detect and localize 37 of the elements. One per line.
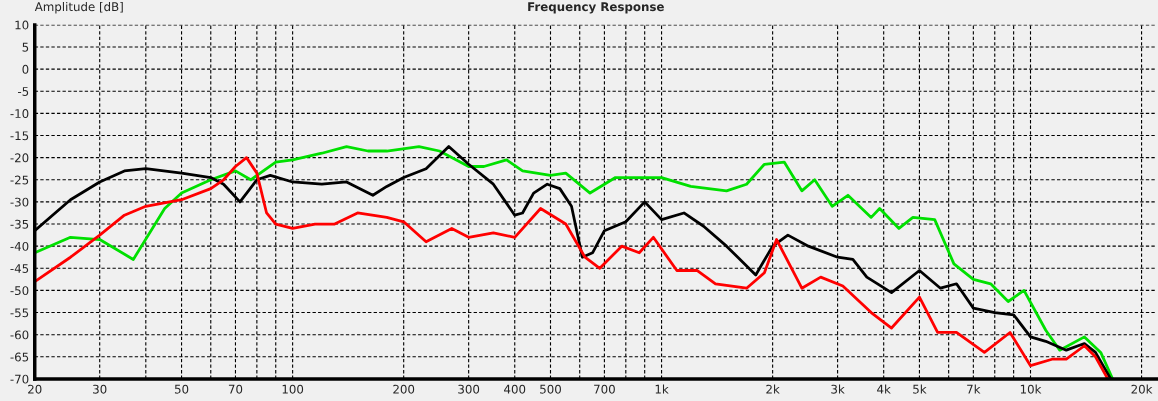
x-tick-label: 300	[458, 384, 480, 394]
x-tick-label: 20	[28, 384, 42, 394]
y-tick-label: -60	[10, 330, 29, 340]
y-tick-label: -40	[10, 241, 29, 251]
y-tick-label: -25	[10, 175, 29, 185]
y-axis-title: Amplitude [dB]	[34, 2, 123, 14]
x-tick-label: 2k	[766, 384, 780, 394]
x-tick-label: 20k	[1131, 384, 1153, 394]
y-tick-label: -10	[10, 109, 29, 119]
x-tick-label: 70	[228, 384, 243, 394]
x-tick-label: 50	[174, 384, 189, 394]
y-tick-label: -30	[10, 197, 29, 207]
x-tick-label: 1k	[655, 384, 669, 394]
x-tick-label: 30	[93, 384, 107, 394]
y-tick-label: -35	[10, 219, 29, 229]
y-tick-label: -20	[10, 153, 29, 163]
x-tick-label: 3k	[831, 384, 845, 394]
y-tick-label: -55	[10, 308, 29, 318]
y-tick-label: 5	[22, 42, 29, 52]
y-tick-label: 10	[15, 20, 29, 30]
x-tick-label: 200	[393, 384, 415, 394]
x-tick-label: 10k	[1020, 384, 1042, 394]
y-tick-label: -65	[10, 352, 29, 362]
x-tick-label: 7k	[967, 384, 981, 394]
x-tick-label: 5k	[913, 384, 927, 394]
y-tick-label: -5	[17, 87, 29, 96]
x-tick-label: 400	[504, 384, 526, 394]
y-tick-label: 0	[22, 64, 29, 74]
x-tick-label: 4k	[877, 384, 891, 394]
x-tick-label: 500	[540, 384, 561, 394]
x-tick-label: 700	[594, 384, 615, 394]
chart-title: Frequency Response	[528, 2, 664, 14]
y-tick-label: -45	[10, 264, 29, 273]
y-tick-label: -70	[10, 374, 29, 384]
y-tick-label: -15	[10, 131, 29, 141]
y-tick-label: -50	[10, 286, 29, 296]
x-tick-label: 100	[282, 384, 304, 394]
